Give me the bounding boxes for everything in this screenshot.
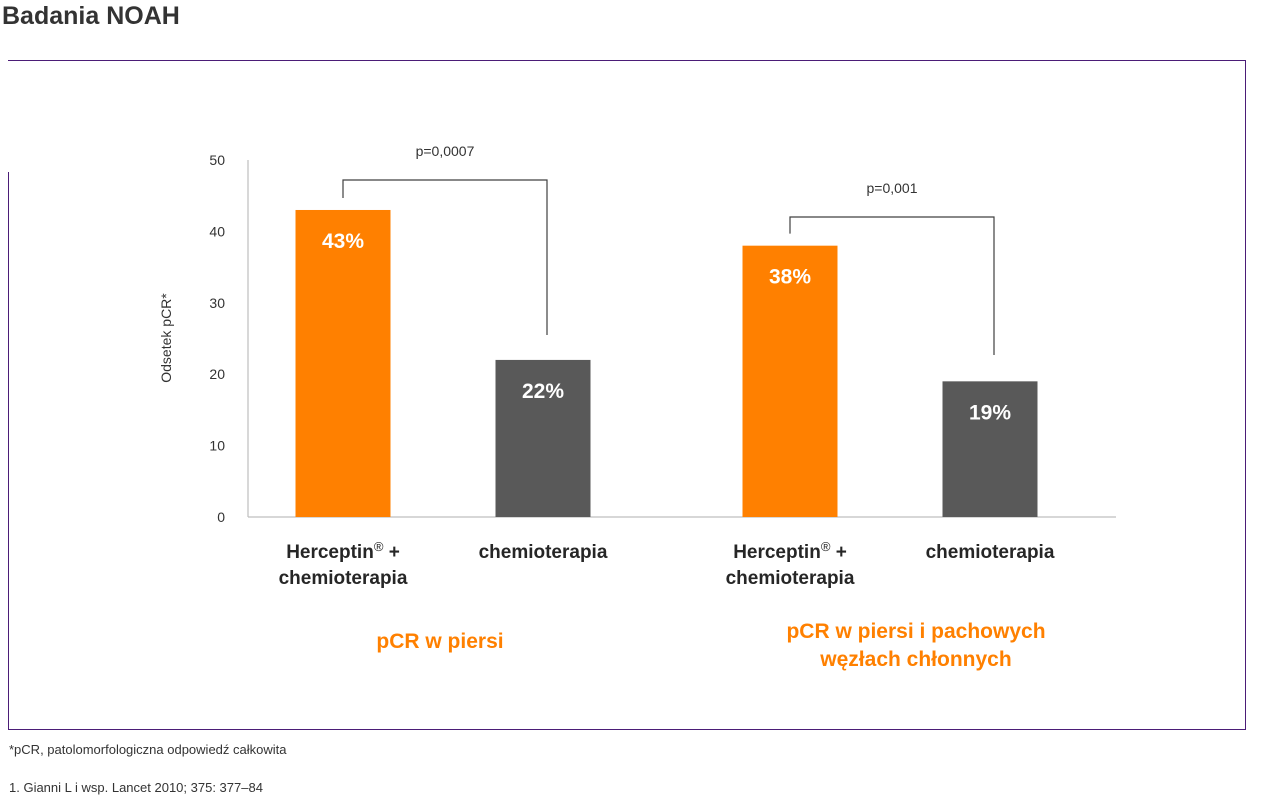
page-title: Badania NOAH — [2, 2, 180, 30]
content-frame-left-edge — [8, 172, 9, 730]
bar — [495, 359, 591, 517]
group-label: pCR w piersi — [376, 630, 503, 653]
footnote-reference: 1. Gianni L i wsp. Lancet 2010; 375: 377… — [9, 780, 263, 795]
x-category-label: Herceptin® + — [733, 539, 847, 564]
significance-bracket — [342, 179, 548, 335]
p-value-label: p=0,001 — [867, 180, 918, 196]
group-label: pCR w piersi i pachowych — [786, 620, 1045, 643]
bar-value-label: 19% — [969, 401, 1011, 424]
x-category-label-line2: chemioterapia — [279, 568, 408, 589]
bar — [295, 209, 391, 518]
y-axis-label: Odsetek pCR* — [158, 293, 174, 383]
y-tick-label: 50 — [209, 152, 225, 168]
bar — [942, 381, 1038, 517]
bar-value-label: 22% — [522, 380, 564, 403]
x-category-label: chemioterapia — [479, 542, 608, 563]
x-category-label: Herceptin® + — [286, 539, 400, 564]
x-category-label-line2: chemioterapia — [726, 568, 855, 589]
group-label-line2: węzłach chłonnych — [819, 648, 1011, 671]
bar-value-label: 43% — [322, 230, 364, 253]
y-tick-label: 40 — [209, 223, 225, 239]
y-tick-label: 30 — [209, 295, 225, 311]
y-tick-label: 10 — [209, 438, 225, 454]
content-frame — [8, 60, 1246, 730]
y-tick-label: 0 — [217, 509, 225, 525]
bar-value-label: 38% — [769, 266, 811, 289]
p-value-label: p=0,0007 — [416, 143, 475, 159]
y-tick-label: 20 — [209, 366, 225, 382]
bar — [742, 245, 838, 517]
x-category-label: chemioterapia — [926, 542, 1055, 563]
footnote-abbreviation: *pCR, patolomorfologiczna odpowiedź całk… — [9, 742, 287, 757]
significance-bracket — [789, 216, 995, 355]
